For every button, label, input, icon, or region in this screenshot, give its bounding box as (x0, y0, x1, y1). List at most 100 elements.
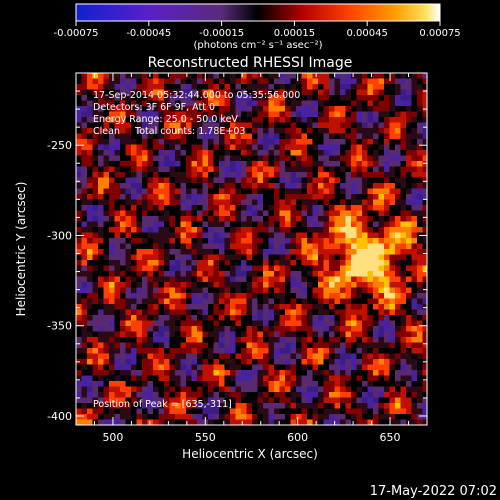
heatmap-cell (186, 414, 192, 420)
heatmap-cell (230, 298, 236, 305)
heatmap-cell (136, 155, 143, 162)
heatmap-cell (257, 194, 264, 200)
heatmap-cell (367, 271, 374, 277)
heatmap-cell (219, 381, 225, 387)
heatmap-cell (76, 353, 82, 360)
heatmap-cell (147, 298, 154, 305)
heatmap-cell (329, 205, 335, 211)
heatmap-cell (296, 287, 302, 294)
heatmap-cell (422, 414, 427, 420)
heatmap-cell (301, 293, 308, 299)
heatmap-cell (422, 238, 427, 244)
heatmap-cell (389, 243, 396, 250)
heatmap-cell (362, 205, 368, 211)
heatmap-cell (290, 144, 297, 151)
heatmap-cell (131, 271, 137, 277)
heatmap-cell (241, 150, 247, 156)
heatmap-cell (175, 419, 181, 425)
heatmap-cell (301, 337, 308, 343)
heatmap-cell (120, 320, 126, 327)
heatmap-cell (329, 84, 335, 90)
heatmap-cell (164, 353, 170, 360)
heatmap-cell (351, 144, 357, 151)
heatmap-cell (241, 414, 247, 420)
heatmap-cell (362, 370, 368, 376)
heatmap-cell (98, 348, 104, 354)
heatmap-cell (224, 359, 231, 365)
heatmap-cell (235, 414, 242, 420)
heatmap-cell (92, 205, 99, 211)
heatmap-cell (81, 381, 88, 387)
heatmap-cell (351, 326, 357, 332)
heatmap-cell (235, 122, 242, 129)
heatmap-cell (158, 89, 165, 96)
heatmap-cell (153, 287, 159, 294)
heatmap-cell (224, 381, 231, 387)
heatmap-cell (417, 282, 423, 288)
heatmap-cell (263, 177, 269, 184)
heatmap-cell (103, 326, 110, 332)
heatmap-cell (120, 375, 126, 382)
heatmap-cell (103, 89, 110, 96)
heatmap-cell (153, 370, 159, 376)
heatmap-cell (202, 304, 209, 310)
heatmap-cell (158, 293, 165, 299)
heatmap-cell (279, 353, 286, 360)
heatmap-cell (142, 216, 148, 222)
heatmap-cell (268, 337, 275, 343)
heatmap-cell (417, 144, 423, 151)
heatmap-cell (422, 337, 427, 343)
heatmap-cell (103, 419, 110, 425)
heatmap-cell (136, 161, 143, 167)
heatmap-cell (318, 408, 324, 415)
heatmap-cell (125, 271, 132, 277)
heatmap-cell (411, 342, 418, 349)
heatmap-cell (345, 227, 352, 233)
heatmap-cell (417, 139, 423, 145)
heatmap-cell (268, 122, 275, 129)
heatmap-cell (169, 216, 176, 222)
heatmap-cell (323, 331, 330, 338)
heatmap-cell (142, 139, 148, 145)
heatmap-cell (131, 227, 137, 233)
heatmap-cell (120, 95, 126, 101)
heatmap-cell (76, 133, 82, 140)
heatmap-cell (191, 359, 198, 365)
heatmap-cell (301, 117, 308, 123)
heatmap-cell (246, 348, 253, 354)
heatmap-cell (362, 392, 368, 398)
heatmap-cell (367, 392, 374, 398)
heatmap-cell (92, 232, 99, 239)
heatmap-cell (323, 243, 330, 250)
heatmap-cell (230, 320, 236, 327)
heatmap-cell (389, 348, 396, 354)
heatmap-cell (186, 150, 192, 156)
heatmap-cell (307, 144, 313, 151)
heatmap-cell (417, 216, 423, 222)
heatmap-cell (252, 144, 258, 151)
heatmap-cell (191, 386, 198, 393)
heatmap-cell (224, 386, 231, 393)
annotation-block: 17-Sep-2014 05:32:44.000 to 05:35:56.000… (93, 90, 300, 137)
heatmap-cell (76, 216, 82, 222)
heatmap-cell (334, 117, 341, 123)
heatmap-cell (406, 95, 412, 101)
heatmap-cell (136, 150, 143, 156)
heatmap-cell (411, 337, 418, 343)
heatmap-cell (164, 386, 170, 393)
heatmap-cell (87, 194, 93, 200)
heatmap-cell (120, 414, 126, 420)
heatmap-cell (103, 210, 110, 217)
heatmap-cell (125, 111, 132, 118)
heatmap-cell (169, 276, 176, 283)
heatmap-cell (213, 309, 220, 316)
heatmap-cell (224, 133, 231, 140)
heatmap-cell (158, 194, 165, 200)
heatmap-cell (169, 73, 176, 79)
heatmap-cell (290, 210, 297, 217)
heatmap-cell (158, 139, 165, 145)
heatmap-cell (235, 84, 242, 90)
heatmap-cell (263, 73, 269, 79)
heatmap-cell (411, 172, 418, 178)
heatmap-cell (400, 161, 407, 167)
